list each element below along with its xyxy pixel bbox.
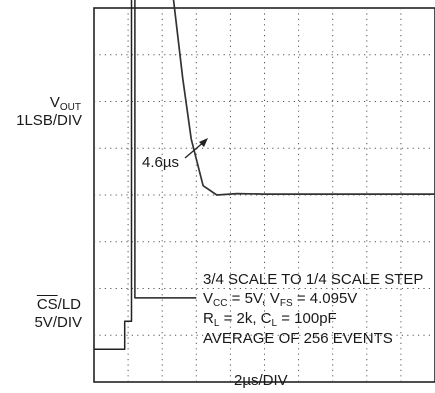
legend-cl-c: = 2k, C xyxy=(219,310,272,327)
traces xyxy=(94,0,435,351)
arrow xyxy=(184,138,208,159)
legend-line-3: RL = 2k, CL = 100pF xyxy=(203,310,337,329)
legend-rl-r: R xyxy=(203,310,214,327)
legend-line-4: AVERAGE OF 256 EVENTS xyxy=(203,330,393,347)
legend-vfs-sub: FS xyxy=(279,298,293,309)
vout-scale-label: 1LSB/DIV xyxy=(16,112,82,129)
vout-label: VOUT xyxy=(14,94,81,113)
csld-scale-label: 5V/DIV xyxy=(34,314,82,331)
legend-cl-value: = 100pF xyxy=(277,310,337,327)
x-axis-label: 2µs/DIV xyxy=(234,372,288,389)
legend-rl-sub: L xyxy=(213,318,220,329)
legend-line-2: VCC = 5V, VFS = 4.095V xyxy=(203,290,358,309)
arrow-head xyxy=(199,138,208,147)
arrow-annotation: 4.6µs xyxy=(142,154,179,171)
legend-vcc-v: V xyxy=(203,290,214,307)
legend-vfs-value: = 4.095V xyxy=(292,290,358,307)
legend-vfs-v: = 5V, V xyxy=(227,290,280,307)
legend-cl-sub: L xyxy=(271,318,278,329)
legend-line-1: 3/4 SCALE TO 1/4 SCALE STEP xyxy=(203,271,424,288)
vout-label-sub: OUT xyxy=(59,102,81,113)
legend-vcc-sub: CC xyxy=(213,298,228,309)
vout-label-v: V xyxy=(49,94,60,111)
csld-label: CS/LD xyxy=(14,296,81,314)
csld-label-cs: CS xyxy=(36,296,58,313)
vout-trace xyxy=(172,0,435,196)
csld-label-ld: /LD xyxy=(57,296,81,313)
csld-trace xyxy=(94,0,197,351)
